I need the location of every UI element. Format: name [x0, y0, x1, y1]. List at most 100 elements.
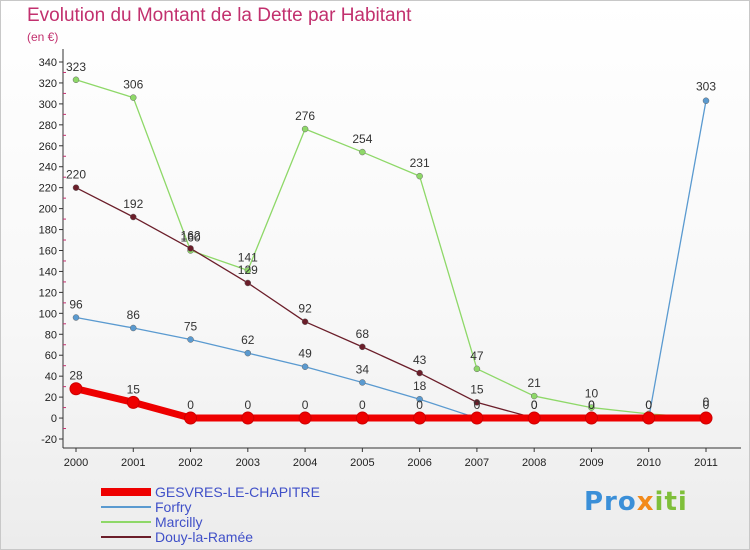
data-label: 0	[187, 398, 194, 412]
proxiti-logo: Proxiti	[584, 487, 688, 517]
legend-swatch	[101, 488, 151, 496]
data-label: 0	[531, 398, 538, 412]
data-label: 220	[66, 168, 86, 182]
data-point	[301, 125, 309, 133]
data-point	[130, 324, 137, 332]
line-chart: -200204060801001201401601802002202402602…	[39, 49, 741, 469]
y-tick-label: 280	[39, 120, 57, 132]
data-label: 49	[298, 347, 312, 361]
data-label: 162	[181, 228, 201, 242]
x-tick-label: 2006	[407, 457, 431, 469]
data-point	[416, 369, 423, 377]
series-line-1	[75, 100, 707, 419]
y-tick-label: 80	[45, 329, 57, 341]
data-label: 43	[413, 353, 427, 367]
data-point	[413, 411, 427, 425]
y-tick-label: 60	[45, 350, 57, 362]
data-label: 0	[588, 398, 595, 412]
legend-label: Douy-la-Ramée	[155, 529, 254, 545]
data-label: 21	[528, 376, 542, 390]
data-label: 18	[413, 379, 427, 393]
y-tick-label: 40	[45, 371, 57, 383]
x-tick-label: 2000	[64, 457, 88, 469]
data-point	[588, 404, 595, 411]
data-point	[416, 395, 423, 403]
data-label: 86	[127, 308, 141, 322]
data-point	[642, 411, 656, 425]
data-point	[584, 411, 598, 425]
y-tick-label: -20	[41, 434, 57, 446]
y-tick-label: 100	[39, 308, 57, 320]
data-point	[126, 395, 140, 409]
data-label: 192	[123, 197, 143, 211]
y-tick-label: 200	[39, 204, 57, 216]
data-label: 303	[696, 80, 716, 94]
data-label: 0	[703, 395, 710, 409]
x-tick-label: 2004	[293, 457, 317, 469]
chart-subtitle: (en €)	[27, 30, 59, 44]
series-line-3	[75, 187, 706, 419]
y-tick-label: 0	[51, 413, 57, 425]
data-label: 0	[531, 398, 538, 412]
data-point	[359, 148, 366, 156]
x-tick-label: 2003	[236, 457, 260, 469]
data-label: 28	[69, 369, 83, 383]
legend-swatch	[101, 521, 151, 523]
x-tick-label: 2008	[522, 457, 546, 469]
data-label: 0	[359, 398, 366, 412]
legend-label: Marcilly	[155, 514, 203, 530]
data-label: 0	[244, 398, 251, 412]
series-line-0	[75, 385, 706, 422]
y-tick-label: 320	[39, 78, 57, 90]
data-label: 75	[184, 320, 198, 334]
data-point	[130, 94, 137, 101]
data-point	[241, 411, 255, 425]
data-point	[416, 172, 423, 180]
data-point	[301, 318, 309, 325]
data-label: 15	[470, 382, 484, 396]
data-label: 0	[302, 398, 309, 412]
legend-swatch	[101, 506, 151, 508]
data-point	[72, 76, 80, 84]
data-label: 0	[474, 398, 481, 412]
legend-label: Forfry	[155, 499, 192, 515]
data-point	[130, 213, 137, 221]
data-point	[187, 336, 194, 343]
legend-label: GESVRES-LE-CHAPITRE	[155, 484, 320, 500]
y-tick-label: 240	[39, 162, 57, 174]
x-tick-label: 2002	[178, 457, 202, 469]
data-label: 231	[410, 156, 430, 170]
data-point	[470, 411, 484, 425]
x-tick-label: 2001	[121, 457, 145, 469]
x-tick-label: 2005	[350, 457, 374, 469]
y-tick-label: 340	[39, 57, 57, 69]
y-tick-label: 220	[39, 183, 57, 195]
data-point	[359, 343, 366, 351]
data-label: 0	[416, 398, 423, 412]
y-tick-label: 20	[45, 392, 57, 404]
data-point	[473, 365, 481, 373]
data-point	[702, 97, 710, 104]
x-tick-label: 2007	[465, 457, 489, 469]
data-label: 34	[356, 362, 370, 376]
data-point	[72, 184, 80, 191]
y-tick-label: 120	[39, 287, 57, 299]
data-point	[184, 411, 198, 425]
data-label: 96	[69, 298, 83, 312]
legend-swatch	[101, 536, 151, 538]
data-point	[473, 399, 481, 406]
data-label: 141	[238, 250, 258, 264]
x-tick-label: 2010	[636, 457, 660, 469]
data-point	[699, 411, 713, 425]
data-point	[530, 392, 538, 400]
data-point	[355, 411, 369, 425]
y-tick-label: 260	[39, 141, 57, 153]
data-label: 62	[241, 333, 255, 347]
data-point	[359, 379, 366, 386]
data-label: 129	[238, 263, 258, 277]
y-tick-label: 140	[39, 266, 57, 278]
data-point	[244, 267, 252, 274]
x-tick-label: 2011	[694, 457, 718, 469]
data-point	[298, 411, 312, 425]
